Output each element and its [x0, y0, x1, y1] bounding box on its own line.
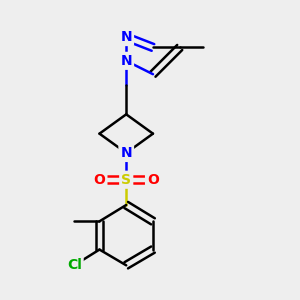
- Text: N: N: [120, 30, 132, 44]
- Text: N: N: [120, 146, 132, 160]
- Text: N: N: [120, 54, 132, 68]
- Text: O: O: [147, 173, 159, 187]
- Text: S: S: [121, 173, 131, 187]
- Text: Cl: Cl: [67, 258, 82, 272]
- Text: O: O: [94, 173, 105, 187]
